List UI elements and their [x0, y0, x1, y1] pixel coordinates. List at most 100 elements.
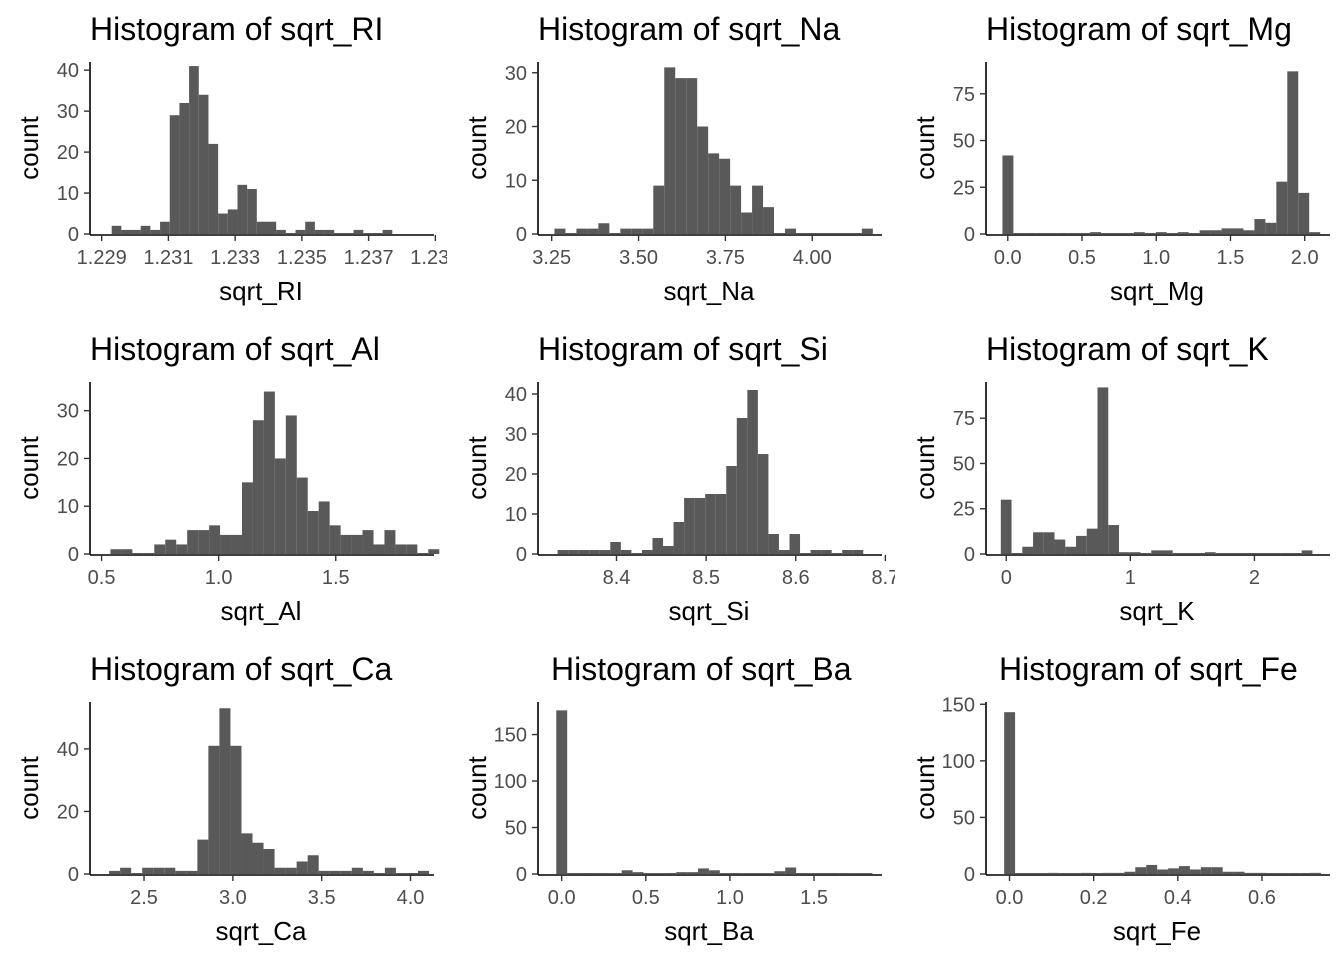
histogram-bar	[1254, 219, 1266, 234]
histogram-bin-empty	[831, 553, 843, 554]
histogram-bin-empty	[1015, 873, 1027, 874]
histogram-bar	[852, 550, 864, 554]
x-tick-label: 8.6	[782, 567, 810, 589]
histogram-bar	[1033, 532, 1044, 554]
histogram-bar	[610, 542, 621, 554]
histogram-bar	[362, 870, 374, 874]
histogram-panel: 3.25 3.50 3.75 4.00 0 10 20 30 Histogram of sqrt…	[462, 11, 882, 306]
histogram-bar	[684, 498, 695, 554]
histogram-bar	[861, 228, 873, 234]
histogram-bar	[307, 855, 319, 874]
y-tick-label: 20	[57, 801, 79, 823]
y-tick-label: 10	[57, 496, 79, 518]
histogram-bar	[1102, 872, 1114, 874]
histogram-bin-empty	[1068, 233, 1080, 234]
histogram-bar	[861, 873, 873, 875]
histogram-bin-empty	[800, 553, 811, 554]
chart-title: Histogram of sqrt_Mg	[986, 11, 1292, 47]
histogram-bin-empty	[588, 873, 600, 874]
chart-title: Histogram of sqrt_RI	[90, 11, 383, 47]
y-tick-label: 0	[68, 224, 79, 246]
histogram-bar	[736, 418, 748, 554]
histogram-bin-empty	[578, 873, 589, 874]
y-tick-label: 0	[516, 864, 527, 886]
y-tick-label: 20	[505, 464, 527, 486]
histogram-bin-empty	[1258, 553, 1270, 554]
histogram-bar	[1002, 155, 1014, 234]
histogram-bar	[1155, 232, 1167, 234]
histogram-bar	[747, 390, 758, 554]
histogram-panel: 0 1 2 0 25 50 75 Histogram of sqrt_K sqrt_K count	[910, 331, 1330, 626]
histogram-bar	[1097, 387, 1109, 554]
x-tick-label: 4.0	[397, 887, 425, 909]
histogram-bar	[557, 550, 569, 554]
histogram-bin-empty	[1091, 873, 1103, 874]
histogram-bar	[1232, 228, 1244, 234]
histogram-bar	[1287, 71, 1299, 234]
histogram-bar	[417, 870, 430, 874]
x-axis-label: sqrt_Na	[663, 276, 755, 306]
histogram-bar	[164, 867, 176, 874]
histogram-bar	[1076, 535, 1087, 554]
histogram-bar	[395, 544, 407, 554]
x-tick-label: 0.5	[632, 887, 660, 909]
histogram-bar	[220, 534, 232, 554]
histogram-bar	[1265, 222, 1277, 234]
histogram-bin-empty	[1057, 233, 1069, 234]
histogram-bar	[175, 870, 187, 874]
x-axis-label: sqrt_Si	[669, 596, 750, 626]
histogram-bar	[1298, 192, 1310, 234]
y-tick-label: 30	[505, 63, 527, 85]
histogram-bar	[160, 221, 170, 234]
y-tick-label: 0	[68, 864, 79, 886]
histogram-bar	[556, 710, 568, 874]
x-tick-label: 1.5	[1217, 247, 1245, 269]
histogram-bar	[1119, 552, 1130, 554]
y-axis-label: count	[910, 115, 940, 179]
y-tick-label: 50	[505, 818, 527, 840]
histogram-bar	[274, 458, 286, 554]
histogram-bar	[351, 867, 363, 874]
histogram-bin-empty	[1290, 553, 1302, 554]
histogram-bar	[673, 522, 685, 554]
x-axis-label: sqrt_Ba	[664, 916, 754, 946]
histogram-bar	[340, 870, 352, 874]
histogram-bar	[752, 873, 764, 875]
histogram-bar	[131, 229, 141, 234]
histogram-panel: 2.5 3.0 3.5 4.0 0 20 40 Histogram of sqrt_Casqr…	[14, 651, 434, 946]
x-tick-label: 2	[1249, 567, 1260, 589]
x-tick-label: 3.0	[219, 887, 247, 909]
histogram-bar	[687, 872, 699, 874]
histogram-bar	[1177, 232, 1189, 234]
histogram-bar	[150, 229, 161, 234]
y-tick-label: 75	[953, 408, 975, 430]
x-axis-label: sqrt_Al	[221, 596, 302, 626]
histogram-bar	[850, 873, 862, 875]
histogram-bar	[719, 873, 731, 875]
histogram-panel: 0.0 0.5 1.0 1.5 0 50 100 150 Histogram of sqrt_B…	[462, 651, 882, 946]
histogram-bar	[697, 126, 709, 234]
histogram-bin-empty	[730, 873, 742, 874]
histogram-bin-empty	[131, 873, 143, 874]
histogram-bar	[785, 228, 796, 234]
histogram-bar	[340, 534, 352, 554]
histogram-bar	[631, 228, 643, 234]
histogram-bin-empty	[1183, 553, 1195, 554]
x-tick-label: 0.0	[996, 887, 1024, 909]
histogram-bar	[1199, 230, 1211, 234]
histogram-bin-empty	[334, 233, 344, 234]
histogram-bar	[1086, 528, 1098, 554]
histogram-bar	[428, 549, 440, 554]
histogram-bar	[406, 544, 418, 554]
histogram-bin-empty	[406, 873, 418, 874]
histogram-bin-empty	[567, 873, 579, 874]
x-tick-label: 1	[1125, 567, 1136, 589]
histogram-bin-empty	[599, 873, 611, 874]
histogram-bin-empty	[1266, 873, 1278, 874]
chart-title: Histogram of sqrt_Fe	[999, 651, 1298, 687]
x-tick-label: 0.2	[1080, 887, 1108, 909]
histogram-bar	[219, 708, 231, 874]
y-axis-label: count	[910, 755, 940, 819]
chart-title: Histogram of sqrt_Al	[90, 331, 380, 367]
histogram-bar	[110, 549, 122, 554]
